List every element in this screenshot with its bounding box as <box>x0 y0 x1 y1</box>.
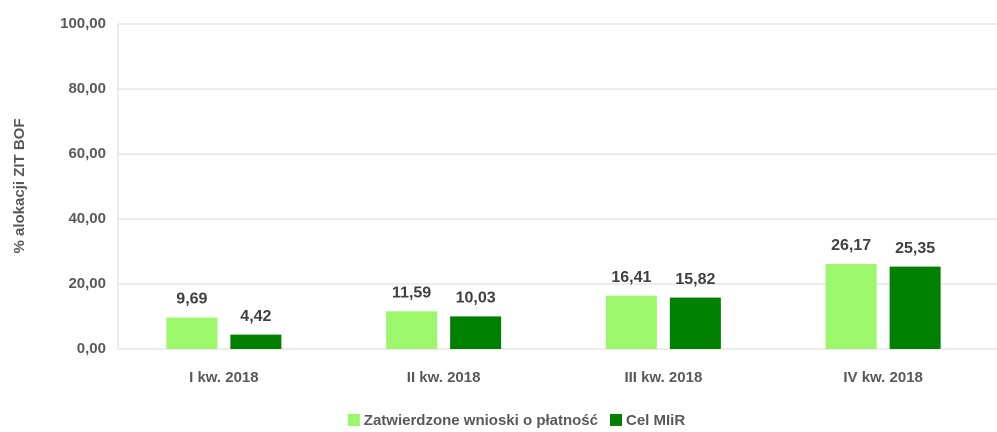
legend-swatch <box>610 414 623 426</box>
y-tick-label: 100,00 <box>60 15 106 32</box>
bar <box>386 311 438 349</box>
y-tick-label: 80,00 <box>68 80 106 97</box>
x-tick-label: IV kw. 2018 <box>843 369 923 386</box>
value-label: 4,42 <box>240 308 271 325</box>
bar <box>825 263 877 349</box>
y-tick-label: 60,00 <box>68 145 106 162</box>
bar <box>605 295 657 349</box>
value-label: 9,69 <box>176 291 207 308</box>
y-axis-label: % alokacji ZIT BOF <box>11 118 28 253</box>
value-label: 16,41 <box>611 269 651 286</box>
x-tick-label: II kw. 2018 <box>407 369 481 386</box>
y-tick-label: 20,00 <box>68 275 106 292</box>
y-tick-label: 40,00 <box>68 210 106 227</box>
value-label: 11,59 <box>392 285 431 302</box>
legend-label: Cel MIiR <box>626 412 685 429</box>
bar <box>166 317 218 349</box>
legend-swatch <box>347 414 360 426</box>
x-tick-label: III kw. 2018 <box>624 369 702 386</box>
value-label: 26,17 <box>831 237 871 254</box>
y-tick-label: 0,00 <box>77 340 106 357</box>
bar <box>450 316 502 349</box>
legend: Zatwierdzone wnioski o płatność Cel MIiR <box>347 412 685 429</box>
bar <box>230 334 282 349</box>
bar <box>889 266 941 349</box>
bar <box>669 297 721 349</box>
value-label: 10,03 <box>456 290 496 307</box>
x-tick-label: I kw. 2018 <box>189 369 259 386</box>
value-label: 15,82 <box>675 271 715 288</box>
legend-label: Zatwierdzone wnioski o płatność <box>364 412 598 429</box>
value-label: 25,35 <box>895 240 935 257</box>
